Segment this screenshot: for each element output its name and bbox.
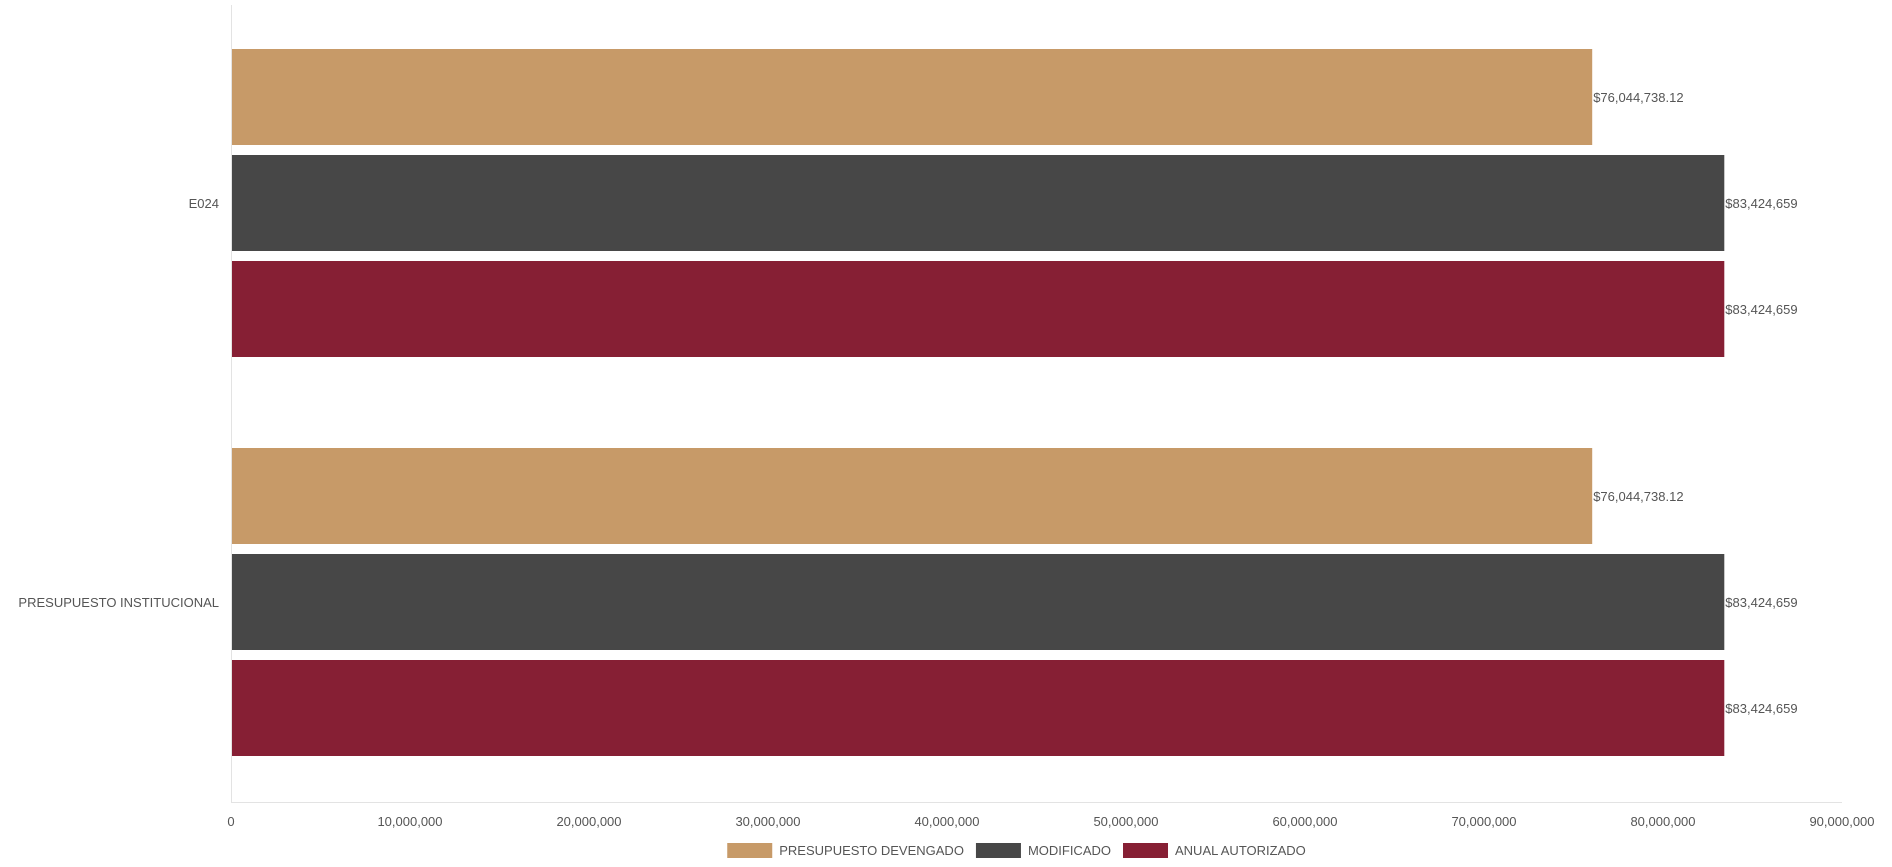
data-label: $83,424,659 [1725, 701, 1797, 716]
legend-label: PRESUPUESTO DEVENGADO [779, 843, 964, 858]
category-label: PRESUPUESTO INSTITUCIONAL [18, 595, 219, 610]
data-label: $83,424,659 [1725, 595, 1797, 610]
bar [232, 261, 1725, 357]
data-label: $83,424,659 [1725, 302, 1797, 317]
x-tick-label: 90,000,000 [1809, 814, 1874, 829]
x-tick-label: 0 [227, 814, 234, 829]
legend-swatch [727, 843, 773, 858]
data-label: $83,424,659 [1725, 196, 1797, 211]
legend-label: MODIFICADO [1028, 843, 1111, 858]
category-label: E024 [189, 196, 219, 211]
bar [232, 660, 1725, 756]
x-tick-label: 10,000,000 [377, 814, 442, 829]
data-label: $76,044,738.12 [1593, 90, 1683, 105]
bar [232, 49, 1593, 145]
x-tick-label: 50,000,000 [1093, 814, 1158, 829]
bar [232, 554, 1725, 650]
legend-label: ANUAL AUTORIZADO [1175, 843, 1306, 858]
x-tick-label: 70,000,000 [1451, 814, 1516, 829]
x-tick-label: 60,000,000 [1272, 814, 1337, 829]
data-label: $76,044,738.12 [1593, 489, 1683, 504]
x-tick-label: 40,000,000 [914, 814, 979, 829]
x-tick-label: 20,000,000 [556, 814, 621, 829]
legend-swatch [1123, 843, 1169, 858]
legend-swatch [975, 843, 1021, 858]
x-tick-label: 30,000,000 [735, 814, 800, 829]
bar [232, 448, 1593, 544]
bar [232, 155, 1725, 251]
x-tick-label: 80,000,000 [1630, 814, 1695, 829]
